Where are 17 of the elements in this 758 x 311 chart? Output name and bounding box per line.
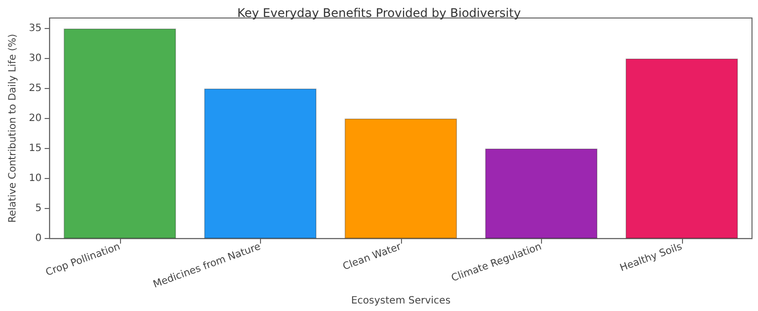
y-tick-label: 5 bbox=[35, 203, 42, 214]
x-axis-title: Ecosystem Services bbox=[351, 296, 451, 306]
bar bbox=[204, 88, 317, 239]
y-tick-label: 15 bbox=[28, 143, 42, 154]
y-tick-label: 30 bbox=[28, 53, 42, 64]
x-tick-label: Clean Water bbox=[341, 241, 404, 273]
y-tick-label: 20 bbox=[28, 113, 42, 124]
bar bbox=[64, 28, 176, 239]
y-tick-label: 35 bbox=[28, 23, 42, 34]
y-tick-label: 25 bbox=[28, 83, 42, 94]
bar bbox=[344, 118, 457, 239]
y-tick-label: 10 bbox=[28, 173, 42, 184]
y-tick-label: 0 bbox=[35, 233, 42, 244]
bar bbox=[626, 58, 738, 239]
chart-title: Key Everyday Benefits Provided by Biodiversity bbox=[237, 6, 521, 20]
y-axis-title: Relative Contribution to Daily Life (%) bbox=[8, 34, 18, 223]
bar bbox=[485, 148, 598, 239]
